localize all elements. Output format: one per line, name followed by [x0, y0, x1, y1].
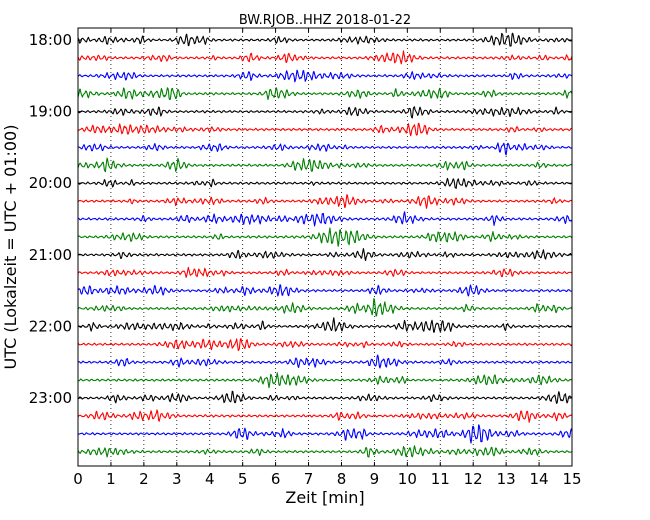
x-tick-label: 9 [370, 470, 380, 488]
x-tick-label: 7 [304, 470, 314, 488]
trace-2030 [77, 211, 573, 227]
trace-2330 [77, 424, 573, 444]
x-tick-label: 14 [530, 470, 549, 488]
x-axis-label: Zeit [min] [285, 488, 364, 507]
x-tick-label: 12 [464, 470, 483, 488]
x-tick-label: 4 [205, 470, 215, 488]
trace-2315 [77, 409, 573, 423]
trace-2345 [77, 445, 573, 458]
trace-1800 [77, 32, 573, 47]
trace-2145 [77, 297, 573, 317]
trace-1900 [77, 106, 573, 119]
trace-2000 [77, 177, 573, 189]
trace-2115 [77, 266, 573, 278]
trace-2200 [77, 317, 573, 333]
x-tick-label: 3 [172, 470, 182, 488]
trace-2300 [77, 390, 573, 404]
x-tick-label: 13 [497, 470, 516, 488]
y-axis-ticks: 18:00 19:00 20:00 21:00 22:00 23:00 [29, 31, 572, 407]
x-tick-label: 8 [337, 470, 347, 488]
chart-title: BW.RJOB..HHZ 2018-01-22 [239, 13, 411, 28]
x-tick-label: 1 [106, 470, 116, 488]
y-tick-label: 19:00 [29, 103, 72, 121]
y-tick-label: 21:00 [29, 246, 72, 264]
y-tick-label: 22:00 [29, 317, 72, 335]
trace-2230 [77, 354, 573, 369]
y-tick-label: 20:00 [29, 174, 72, 192]
seismic-traces [77, 32, 573, 458]
trace-2245 [77, 372, 573, 389]
trace-2130 [77, 284, 573, 297]
x-tick-label: 10 [398, 470, 417, 488]
x-tick-label: 11 [431, 470, 450, 488]
trace-2045 [77, 227, 573, 247]
trace-1845 [77, 87, 573, 101]
trace-1915 [77, 122, 573, 137]
trace-2100 [77, 248, 573, 262]
trace-1815 [77, 50, 573, 65]
y-axis-label: UTC (Lokalzeit = UTC + 01:00) [1, 125, 20, 370]
trace-1830 [77, 69, 573, 83]
x-tick-label: 6 [271, 470, 281, 488]
plot-frame [77, 27, 573, 467]
grid-lines [110, 28, 540, 466]
x-tick-label: 5 [238, 470, 248, 488]
trace-1930 [77, 142, 573, 156]
trace-1945 [77, 157, 573, 173]
y-tick-label: 18:00 [29, 31, 72, 49]
x-tick-label: 15 [562, 470, 581, 488]
x-tick-label: 0 [73, 470, 83, 488]
x-axis-ticks: 0 1 2 3 4 5 6 7 8 9 10 11 12 13 14 15 [73, 28, 582, 488]
y-tick-label: 23:00 [29, 389, 72, 407]
trace-2015 [77, 194, 573, 209]
x-tick-label: 2 [139, 470, 149, 488]
trace-2215 [77, 338, 573, 352]
